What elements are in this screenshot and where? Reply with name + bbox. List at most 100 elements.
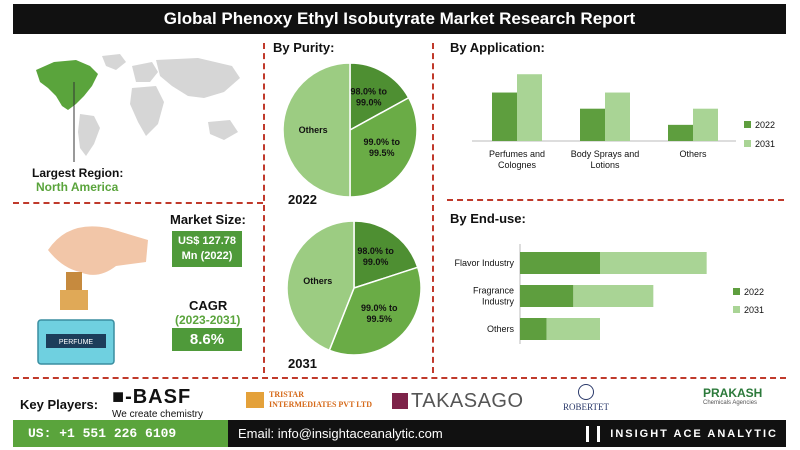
market-size-value: US$ 127.78 Mn (2022) [172, 231, 242, 267]
application-category-label: Others [679, 149, 707, 159]
greenland-shape [102, 54, 126, 70]
application-bar [605, 92, 630, 141]
divider-bottom [13, 377, 786, 379]
market-size-label: Market Size: [170, 212, 246, 227]
enduse-bar [600, 252, 707, 274]
key-players-label: Key Players: [20, 397, 99, 412]
footer-brand-name: INSIGHT ACE ANALYTIC [610, 427, 778, 440]
bottle-cap [66, 272, 82, 290]
enduse-category-label: Flavor Industry [454, 258, 514, 268]
pie-slice [353, 220, 419, 290]
africa-shape [130, 86, 164, 136]
legend-label: 2022 [755, 120, 775, 130]
hand-shape [48, 226, 148, 275]
divider-right [432, 43, 434, 373]
basf-tagline: We create chemistry [112, 409, 203, 420]
application-category-label: Colognes [498, 160, 537, 170]
footer-bar: US: +1 551 226 6109 Email: info@insighta… [13, 420, 786, 447]
enduse-category-label: Industry [482, 297, 515, 307]
footer-phone: US: +1 551 226 6109 [13, 420, 228, 447]
prakash-subname: Chemicals Agencies [703, 400, 758, 406]
pie-label-99-995-line1: 99.0% to [363, 137, 400, 147]
divider-left-horizontal [13, 202, 263, 204]
application-bar [693, 108, 718, 141]
enduse-bar [520, 252, 600, 274]
robertet-logo: ROBERTET [563, 384, 609, 412]
takasago-mark-icon [392, 393, 408, 409]
divider-left [263, 43, 265, 373]
enduse-bar [520, 285, 574, 307]
takasago-name: TAKASAGO [411, 390, 524, 412]
pie-label-99-995-line2: 99.5% [369, 148, 395, 158]
pie-year-2031: 2031 [288, 356, 317, 371]
legend-label: 2031 [744, 305, 764, 315]
pie-label-others: Others [303, 276, 332, 286]
robertet-crest-icon [577, 384, 594, 400]
legend-swatch [744, 121, 751, 128]
enduse-bar [573, 285, 654, 307]
pie-label-99-995-line2: 99.5% [366, 314, 392, 324]
divider-right-horizontal [447, 199, 784, 201]
pie-label-98-99-line2: 99.0% [356, 97, 382, 107]
perfume-label-bg [46, 334, 106, 348]
robertet-name: ROBERTET [563, 402, 609, 412]
pie-slice [286, 220, 355, 352]
pie-label-98-99-line1: 98.0% to [357, 246, 394, 256]
enduse-bar [546, 318, 600, 340]
pie-label-99-995-line1: 99.0% to [361, 303, 398, 313]
world-map [36, 54, 240, 162]
pie-year-2022: 2022 [288, 192, 317, 207]
legend-swatch [744, 140, 751, 147]
application-category-label: Body Sprays and [571, 149, 640, 159]
enduse-bar [520, 318, 547, 340]
cagr-value: 8.6% [172, 328, 242, 351]
largest-region-label: Largest Region: [32, 166, 124, 180]
largest-region-value: North America [36, 180, 119, 194]
pie-label-98-99-line1: 98.0% to [351, 86, 388, 96]
north-america-region [36, 60, 98, 110]
pie-slice [349, 96, 418, 198]
enduse-category-label: Others [487, 324, 515, 334]
asia-shape [156, 58, 240, 98]
enduse-category-label: Fragrance [473, 286, 514, 296]
legend-swatch [733, 288, 740, 295]
legend-swatch [733, 306, 740, 313]
brand-logo-icon [586, 425, 601, 442]
pie-label-98-99-line2: 99.0% [363, 257, 389, 267]
application-category-label: Perfumes and [489, 149, 545, 159]
cagr-label: CAGR [189, 298, 228, 313]
australia-shape [208, 120, 238, 140]
report-title: Global Phenoxy Ethyl Isobutyrate Market … [13, 4, 786, 34]
pie-label-others: Others [299, 125, 328, 135]
purity-title: By Purity: [273, 40, 335, 55]
tristar-mark-icon [246, 392, 264, 408]
market-size-value-line2: Mn (2022) [181, 250, 233, 262]
application-bar [517, 74, 542, 141]
basf-logo: ■-BASF We create chemistry [112, 386, 203, 420]
legend-label: 2031 [755, 139, 775, 149]
perfume-label-text: PERFUME [59, 339, 94, 346]
prakash-logo: PRAKASH Chemicals Agencies [703, 386, 762, 406]
bottle-neck [60, 290, 88, 310]
pie-slice [282, 62, 351, 198]
footer-email: Email: info@insightaceanalytic.com [228, 420, 587, 447]
application-category-label: Lotions [590, 160, 620, 170]
tristar-subname: INTERMEDIATES PVT LTD [269, 400, 372, 409]
basf-mark: ■-BASF [112, 386, 192, 408]
tristar-name: TRISTAR [269, 390, 304, 399]
enduse-title: By End-use: [450, 211, 526, 226]
legend-label: 2022 [744, 287, 764, 297]
south-america-shape [78, 114, 100, 156]
application-bar [580, 108, 605, 141]
takasago-logo: TAKASAGO [392, 390, 524, 413]
prakash-name: PRAKASH [703, 386, 763, 400]
market-size-value-line1: US$ 127.78 [177, 235, 237, 247]
cagr-years: (2023-2031) [175, 313, 241, 327]
application-bar [668, 124, 693, 141]
pie-slice [328, 266, 422, 356]
tristar-logo: TRISTAR INTERMEDIATES PVT LTD [246, 390, 372, 410]
